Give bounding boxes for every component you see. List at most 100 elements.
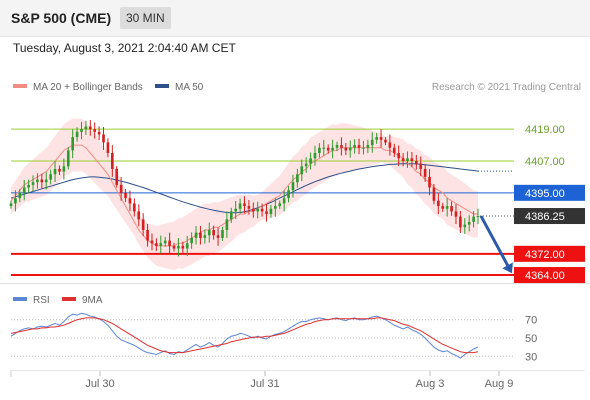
candle-body — [163, 240, 167, 244]
chart-plot-area: 4419.00 4407.00 4395.00 4386.25 4372.00 4364.… — [9, 118, 585, 390]
candle-body — [150, 240, 154, 244]
candle-body — [199, 232, 202, 238]
pivot-level-2-label: 4395.00 — [525, 188, 565, 200]
candle-body — [454, 211, 458, 217]
last-level-3-tag — [514, 208, 585, 225]
rsi-legend: RSI 9MA — [13, 295, 103, 306]
candle-body — [225, 219, 229, 230]
candle-body — [260, 208, 264, 212]
ma20-legend-label: MA 20 + Bollinger Bands — [33, 82, 143, 93]
resistance-level-0-label: 4419.00 — [525, 124, 565, 136]
candle-body — [414, 161, 418, 164]
candle-body — [304, 163, 308, 167]
rsi-tick-label: 30 — [525, 351, 537, 363]
candle-body — [88, 126, 92, 130]
candle-body — [212, 229, 215, 236]
candle-body — [410, 158, 414, 161]
candle-body — [93, 129, 97, 132]
candle-body — [450, 206, 453, 212]
candle-body — [428, 176, 431, 188]
candle-body — [379, 137, 383, 140]
candle-body — [238, 203, 242, 209]
candle-body — [9, 203, 13, 207]
bollinger-band — [11, 118, 478, 271]
candle-body — [221, 229, 224, 238]
candle-body — [75, 131, 79, 138]
candle-body — [467, 222, 471, 225]
candle-body — [128, 198, 132, 204]
candle-body — [203, 235, 207, 238]
candle-body — [278, 203, 282, 207]
candle-body — [133, 203, 136, 212]
candle-body — [463, 224, 467, 228]
candle-body — [36, 179, 39, 183]
candle-body — [388, 142, 392, 148]
candle-body — [190, 237, 193, 244]
candle-body — [111, 153, 114, 169]
candle-body — [300, 166, 304, 175]
candle-body — [366, 145, 370, 148]
ma50-legend-label: MA 50 — [175, 82, 204, 93]
candle-body — [172, 245, 176, 249]
pivot-level-2-tag — [514, 184, 585, 201]
candle-body — [375, 137, 378, 140]
chart-header: S&P 500 (CME) 30 MIN — [0, 0, 590, 37]
candle-body — [331, 147, 334, 151]
candle-body — [194, 232, 198, 238]
rsi-line — [10, 312, 479, 359]
candle-body — [370, 139, 374, 146]
candle-body — [445, 206, 449, 209]
candle-body — [432, 187, 436, 201]
x-tick-label: Jul 31 — [250, 378, 279, 390]
candle-body — [58, 168, 61, 172]
rsi-tick-label: 70 — [525, 315, 537, 327]
candle-body — [326, 147, 330, 151]
candle-body — [102, 134, 105, 143]
ma50-legend-swatch — [155, 84, 169, 88]
rsi-tick-label: 50 — [525, 333, 537, 345]
rsi-ma-legend-swatch — [62, 297, 76, 301]
forecast-arrow-head — [502, 262, 513, 274]
candle-body — [22, 187, 26, 193]
candle-body — [18, 192, 22, 199]
candle-body — [97, 131, 101, 135]
instrument-title: S&P 500 (CME) — [11, 10, 112, 26]
candle-body — [44, 179, 48, 183]
candle-body — [291, 182, 295, 191]
rsi-ma-line — [10, 317, 479, 354]
candle-body — [401, 158, 405, 161]
support-level-5-tag — [514, 267, 585, 284]
candle-body — [62, 166, 66, 172]
candle-body — [119, 184, 123, 193]
candle-body — [256, 208, 260, 212]
timeframe-button[interactable]: 30 MIN — [120, 7, 171, 29]
candle-body — [335, 145, 339, 148]
ma20-line — [10, 144, 478, 247]
candle-body — [31, 182, 35, 185]
candle-body — [282, 198, 286, 204]
candle-body — [49, 174, 52, 180]
candle-body — [392, 147, 396, 154]
candle-body — [106, 142, 110, 154]
ma20-legend-swatch — [13, 84, 27, 88]
candle-body — [14, 198, 17, 204]
candle-body — [155, 243, 158, 246]
candle-body — [185, 243, 189, 249]
candle-body — [406, 158, 409, 161]
candle-body — [40, 179, 44, 183]
candle-body — [168, 240, 171, 246]
candle-body — [137, 211, 141, 220]
x-tick-label: Aug 9 — [485, 378, 514, 390]
candle-body — [362, 147, 365, 149]
candle-body — [207, 229, 211, 236]
candle-body — [353, 145, 356, 148]
candle-body — [472, 216, 475, 222]
candle-body — [318, 147, 321, 154]
candle-body — [251, 208, 255, 212]
candle-body — [274, 206, 277, 209]
candle-body — [141, 219, 145, 230]
candle-body — [287, 190, 290, 199]
main-legend: MA 20 + Bollinger Bands MA 50 Research ©… — [13, 82, 581, 93]
candle-body — [344, 147, 348, 151]
chart-datetime: Tuesday, August 3, 2021 2:04:40 AM CET — [13, 41, 236, 55]
